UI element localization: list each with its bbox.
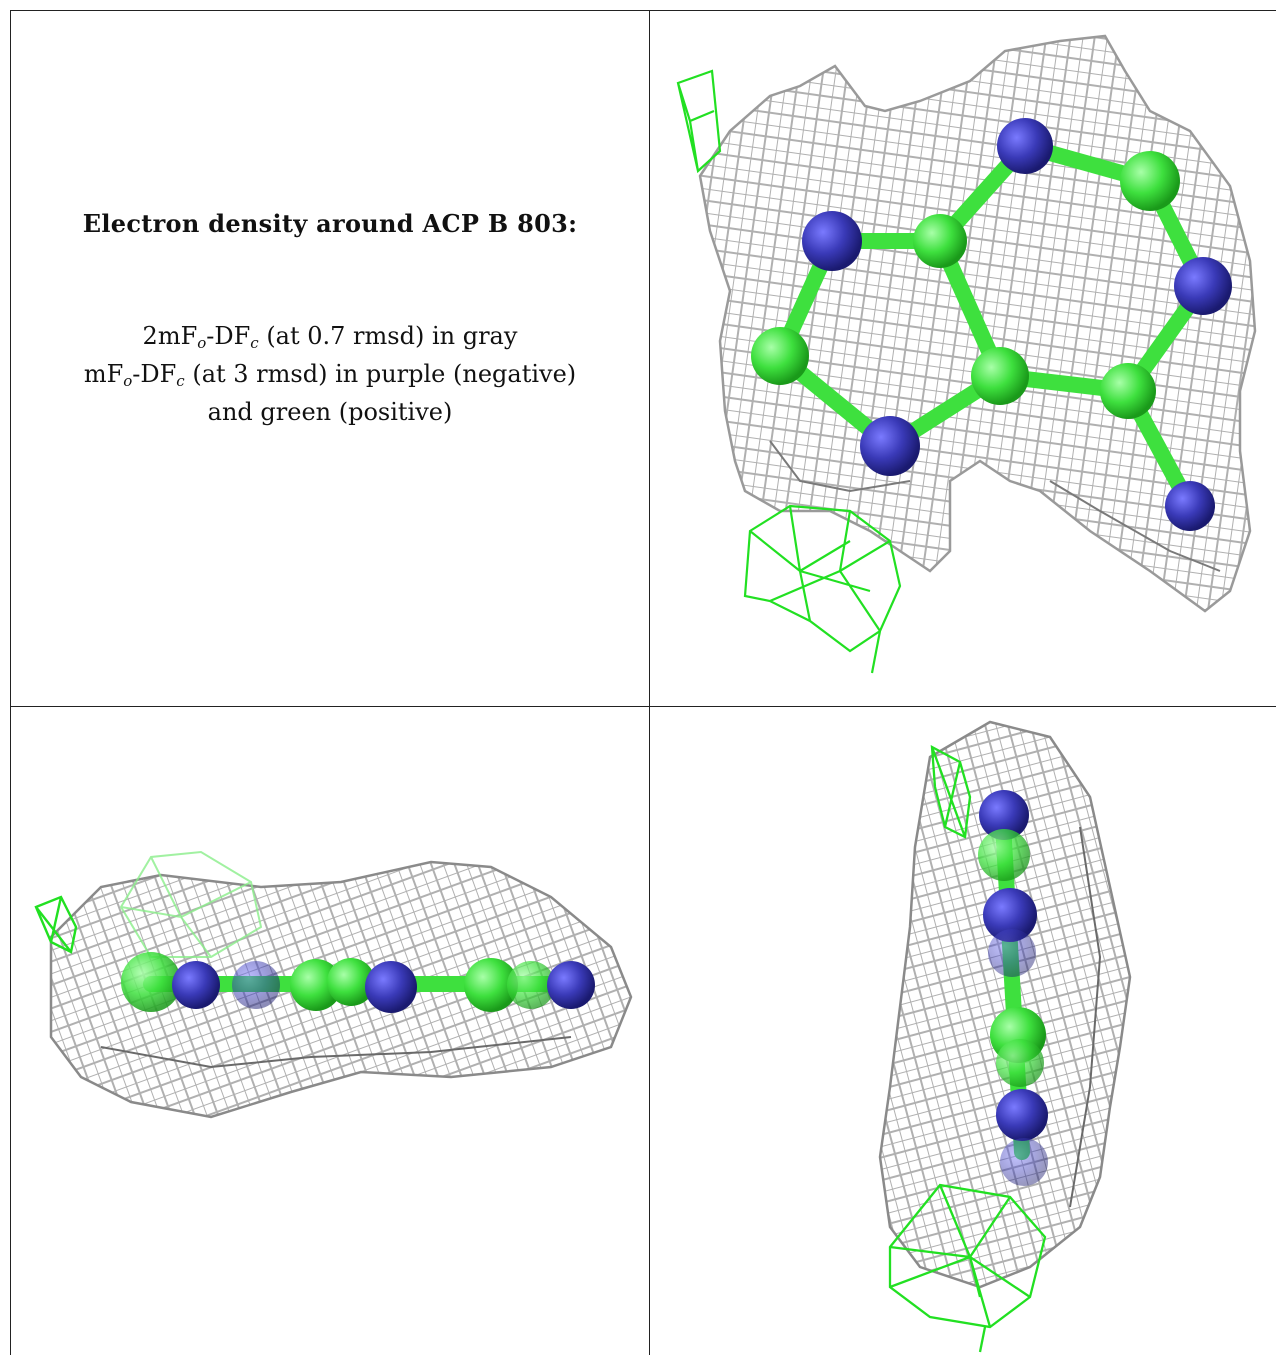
caption-line-2-sub2: c: [176, 372, 185, 390]
caption-text: 2mFo-DFc (at 0.7 rmsd) in gray mFo-DFc (…: [11, 321, 649, 428]
caption-line-1-pre: 2mF: [142, 322, 198, 350]
gray-mesh: [698, 34, 1257, 613]
edge-view-panel: [650, 707, 1276, 1355]
green-mesh: [888, 744, 1047, 1353]
caption-line-2-mid: -DF: [132, 360, 177, 388]
top-view-render: [676, 34, 1257, 674]
caption-line-2: mFo-DFc (at 3 rmsd) in purple (negative): [11, 359, 649, 397]
caption-line-1: 2mFo-DFc (at 0.7 rmsd) in gray: [11, 321, 649, 359]
green-mesh: [676, 69, 902, 674]
top-view-panel: [650, 11, 1276, 706]
side-view-panel: [11, 707, 649, 1355]
molecule-atoms: [121, 952, 595, 1013]
caption-line-1-sub1: o: [197, 334, 207, 352]
molecule-atoms: [978, 790, 1048, 1186]
caption-title: Electron density around ACP B 803:: [82, 209, 578, 238]
caption-line-2-post: (at 3 rmsd) in purple (negative): [184, 360, 577, 388]
gray-mesh: [49, 860, 633, 1119]
caption-line-2-sub1: o: [123, 372, 133, 390]
gray-mesh: [878, 720, 1132, 1289]
figure-grid: [10, 10, 1276, 1355]
caption-line-2-pre: mF: [83, 360, 124, 388]
molecule-atoms: [751, 118, 1232, 531]
caption-line-1-sub2: c: [250, 334, 259, 352]
grid-divider-horizontal: [10, 706, 1276, 707]
edge-view-render: [878, 720, 1132, 1353]
caption-line-1-mid: -DF: [206, 322, 251, 350]
caption-panel: Electron density around ACP B 803: 2mFo-…: [11, 11, 649, 706]
caption-line-1-post: (at 0.7 rmsd) in gray: [258, 322, 518, 350]
side-view-render: [34, 850, 633, 1119]
caption-line-3: and green (positive): [207, 398, 453, 426]
grid-divider-vertical: [649, 10, 650, 1355]
